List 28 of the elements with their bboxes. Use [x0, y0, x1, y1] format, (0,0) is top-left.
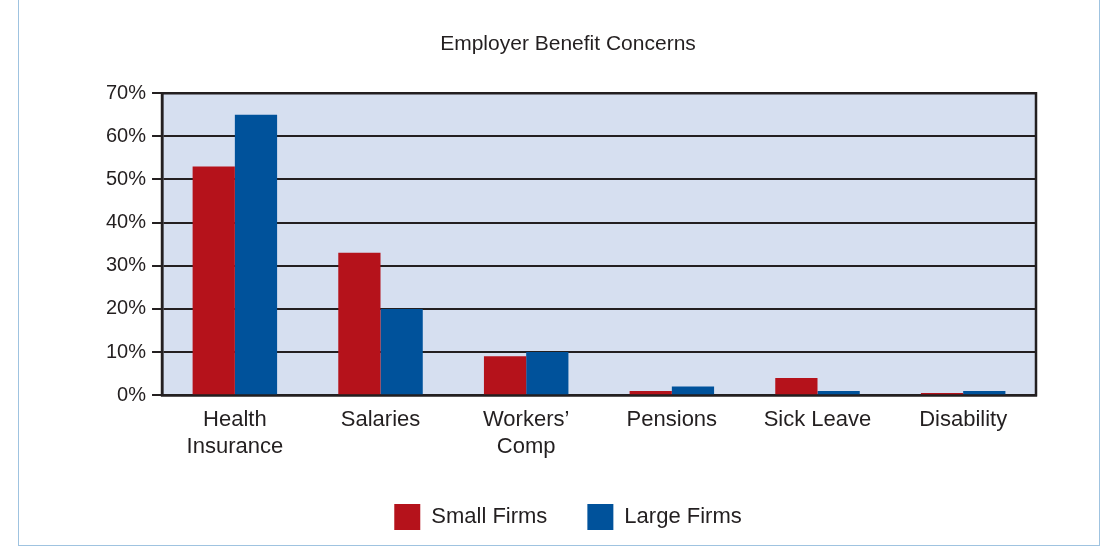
bar — [671, 386, 715, 395]
bar — [963, 390, 1006, 395]
x-tick-label: Disability — [919, 406, 1008, 432]
y-tick-label: 70% — [106, 80, 147, 103]
y-tick-label: 20% — [106, 296, 147, 319]
x-tick-label: Sick Leave — [763, 406, 872, 432]
bar — [483, 356, 527, 395]
bar — [380, 308, 423, 395]
bar — [192, 166, 235, 395]
legend-label: Small Firms — [431, 503, 548, 529]
x-tick-label: Salaries — [340, 406, 421, 432]
bar — [234, 114, 278, 395]
y-tick-label: 30% — [106, 253, 147, 276]
y-tick-label: 60% — [106, 123, 147, 146]
chart-title: Employer Benefit Concerns — [440, 31, 696, 55]
bar — [629, 390, 672, 395]
y-tick-label: 40% — [106, 210, 147, 233]
x-tick-label: Workers’ Comp — [482, 406, 570, 458]
y-tick-label: 0% — [117, 382, 147, 405]
x-tick-label: Health Insurance — [186, 406, 284, 458]
y-tick-label: 50% — [106, 167, 147, 189]
legend-label: Large Firms — [624, 503, 742, 529]
bar — [526, 352, 569, 395]
y-tick-label: 10% — [106, 339, 147, 362]
bar — [338, 252, 381, 395]
bar — [817, 390, 860, 395]
bar — [775, 377, 818, 395]
x-tick-label: Pensions — [626, 406, 718, 432]
